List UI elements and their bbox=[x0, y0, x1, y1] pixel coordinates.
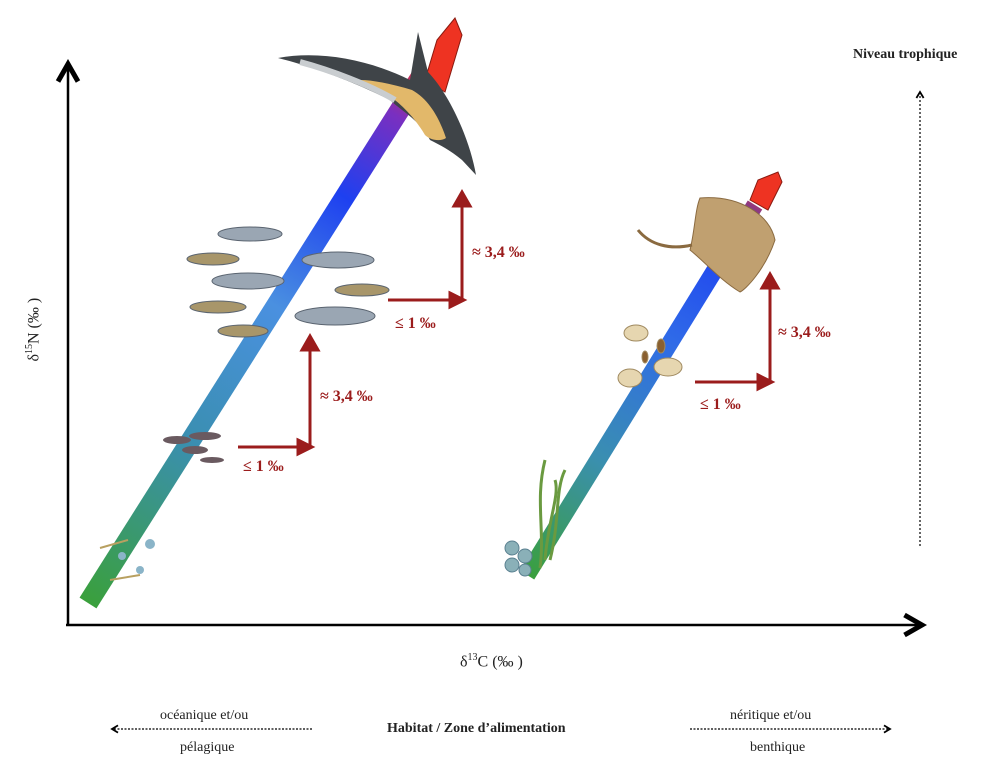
benthic-arrow-head bbox=[749, 171, 783, 211]
x-axis-label: δ13C (‰ ) bbox=[460, 652, 523, 671]
algae-cells-illustration bbox=[504, 540, 533, 577]
seaweed-illustration bbox=[538, 459, 567, 569]
nitrogen-shift-label-1: ≈ 3,4 ‰ bbox=[320, 388, 373, 405]
zooplankton-illustration bbox=[163, 432, 224, 463]
trophic-level-label: Niveau trophique bbox=[853, 47, 958, 62]
oceanic-label: océanique et/ou bbox=[160, 708, 249, 723]
phytoplankton-illustration bbox=[99, 539, 155, 581]
ray-illustration bbox=[636, 197, 776, 293]
carbon-shift-label-3: ≤ 1 ‰ bbox=[700, 396, 741, 413]
nitrogen-shift-label-3: ≈ 3,4 ‰ bbox=[778, 324, 831, 341]
neritic-label: néritique et/ou bbox=[730, 708, 812, 723]
habitat-title: Habitat / Zone d’alimentation bbox=[387, 721, 566, 736]
step-arrow-2 bbox=[388, 196, 464, 302]
step-arrows bbox=[238, 188, 781, 457]
fish-school-illustration bbox=[186, 226, 390, 338]
shellfish-illustration bbox=[617, 324, 683, 388]
dolphin-illustration bbox=[278, 32, 476, 175]
pelagic-label: pélagique bbox=[180, 740, 235, 755]
nitrogen-shift-label-2: ≈ 3,4 ‰ bbox=[472, 244, 525, 261]
benthic-label: benthique bbox=[750, 740, 806, 755]
carbon-shift-label-2: ≤ 1 ‰ bbox=[395, 315, 436, 332]
carbon-shift-label-1: ≤ 1 ‰ bbox=[243, 458, 284, 475]
y-axis-label: δ15N (‰ ) bbox=[24, 297, 43, 362]
